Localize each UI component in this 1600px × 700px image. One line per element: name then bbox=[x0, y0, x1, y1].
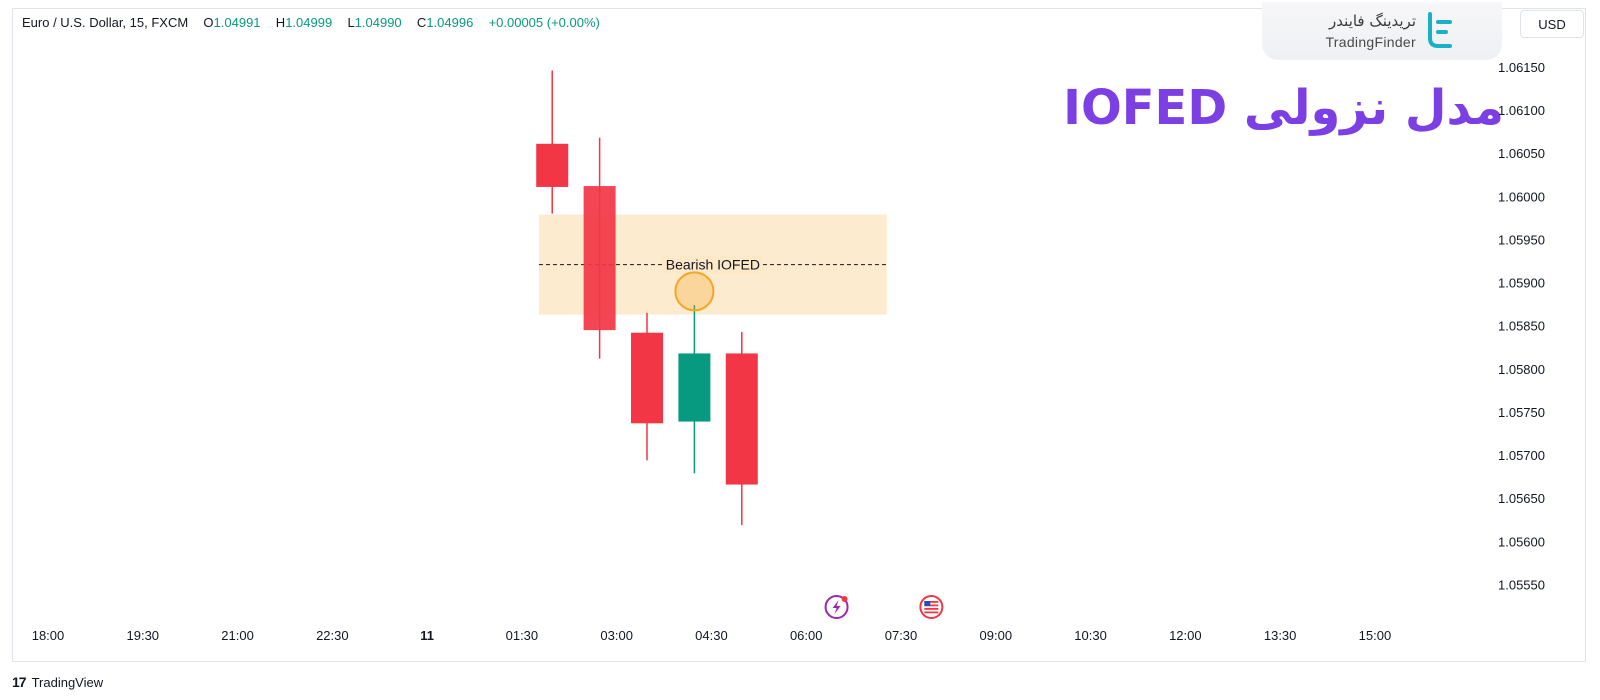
flag-stripe bbox=[924, 601, 939, 603]
symbol-label[interactable]: Euro / U.S. Dollar, 15, FXCM bbox=[22, 15, 189, 30]
open-label: O bbox=[203, 15, 214, 30]
y-tick-label: 1.05550 bbox=[1498, 577, 1545, 592]
flag-canton bbox=[924, 601, 931, 606]
marker-layer bbox=[674, 271, 715, 312]
bearish-candle bbox=[725, 331, 758, 526]
x-tick-label: 15:00 bbox=[1359, 628, 1392, 643]
candle-body bbox=[725, 353, 758, 485]
tradingfinder-logo-icon bbox=[1428, 12, 1452, 48]
zone-label-bg bbox=[662, 255, 763, 274]
bearish-candle bbox=[536, 70, 569, 214]
x-tick-label: 01:30 bbox=[506, 628, 539, 643]
y-tick-label: 1.05900 bbox=[1498, 276, 1545, 291]
x-tick-label: 10:30 bbox=[1074, 628, 1107, 643]
candle-layer bbox=[536, 70, 758, 526]
y-tick-label: 1.06150 bbox=[1498, 60, 1545, 75]
flag-stripe bbox=[924, 611, 939, 614]
y-tick-label: 1.06000 bbox=[1498, 189, 1545, 204]
iofed-touch-marker bbox=[674, 271, 715, 312]
close-label: C bbox=[416, 15, 427, 30]
candle-body bbox=[631, 332, 664, 424]
ohlc-legend: Euro / U.S. Dollar, 15, FXCM O1.04991 H1… bbox=[22, 15, 600, 30]
y-tick-label: 1.06100 bbox=[1498, 103, 1545, 118]
time-axis: 18:00 19:30 21:00 22:30 11 01:30 03:00 04:30 06:… bbox=[32, 628, 1391, 643]
tradingview-brand-text: TradingView bbox=[31, 674, 104, 690]
candle-body bbox=[536, 143, 569, 187]
x-tick-label: 07:30 bbox=[885, 628, 918, 643]
x-tick-label: 18:00 bbox=[32, 628, 65, 643]
bearish-candle bbox=[631, 312, 664, 461]
y-tick-label: 1.05700 bbox=[1498, 448, 1545, 463]
high-value: 1.04999 bbox=[285, 15, 333, 30]
y-tick-label: 1.05650 bbox=[1498, 491, 1545, 506]
y-tick-label: 1.05950 bbox=[1498, 232, 1545, 247]
open-value: 1.04991 bbox=[213, 15, 261, 30]
high-label: H bbox=[275, 15, 286, 30]
tradingfinder-logo: تریدینگ فایندر TradingFinder bbox=[1262, 2, 1502, 60]
y-tick-label: 1.05600 bbox=[1498, 534, 1545, 549]
bolt-glyph bbox=[832, 600, 841, 614]
candle-body bbox=[678, 353, 711, 422]
y-tick-label: 1.05800 bbox=[1498, 362, 1545, 377]
flag-stripe bbox=[924, 608, 939, 610]
headline-title: مدل نزولی IOFED bbox=[1063, 80, 1504, 136]
candle-body bbox=[583, 186, 616, 331]
y-tick-label: 1.05850 bbox=[1498, 319, 1545, 334]
x-tick-label: 03:00 bbox=[600, 628, 633, 643]
chart-frame bbox=[12, 8, 1586, 662]
x-tick-label: 13:30 bbox=[1264, 628, 1297, 643]
x-tick-label: 22:30 bbox=[316, 628, 349, 643]
change-value: +0.00005 (+0.00%) bbox=[488, 15, 600, 30]
logo-persian-text: تریدینگ فایندر bbox=[1329, 12, 1416, 30]
logo-english-text: TradingFinder bbox=[1325, 34, 1416, 50]
tradingview-brand: 17 TradingView bbox=[12, 674, 103, 690]
bearish-candle bbox=[583, 137, 616, 359]
tradingview-logo-icon: 17 bbox=[12, 674, 27, 690]
x-tick-label: 19:30 bbox=[127, 628, 160, 643]
close-value: 1.04996 bbox=[426, 15, 474, 30]
x-tick-label: 09:00 bbox=[980, 628, 1013, 643]
event-dot bbox=[841, 596, 848, 602]
x-tick-label: 04:30 bbox=[695, 628, 728, 643]
us-flag-event-icon bbox=[919, 595, 944, 619]
flag-event-ring bbox=[919, 595, 944, 619]
x-tick-label: 21:00 bbox=[221, 628, 254, 643]
event-layer bbox=[824, 595, 944, 619]
flag-stripe bbox=[924, 604, 939, 607]
x-tick-label: 12:00 bbox=[1169, 628, 1202, 643]
currency-button[interactable]: USD bbox=[1520, 10, 1584, 38]
y-tick-label: 1.06050 bbox=[1498, 146, 1545, 161]
low-label: L bbox=[347, 15, 355, 30]
y-tick-label: 1.05750 bbox=[1498, 405, 1545, 420]
low-value: 1.04990 bbox=[354, 15, 402, 30]
x-tick-label: 11 bbox=[420, 628, 434, 643]
x-tick-label: 06:00 bbox=[790, 628, 823, 643]
bolt-event-icon bbox=[824, 595, 849, 619]
price-axis: 1.05550 1.05600 1.05650 1.05700 1.05750 1.058… bbox=[1498, 60, 1545, 593]
bullish-candle bbox=[678, 305, 711, 474]
zone-label: Bearish IOFED bbox=[666, 257, 760, 273]
